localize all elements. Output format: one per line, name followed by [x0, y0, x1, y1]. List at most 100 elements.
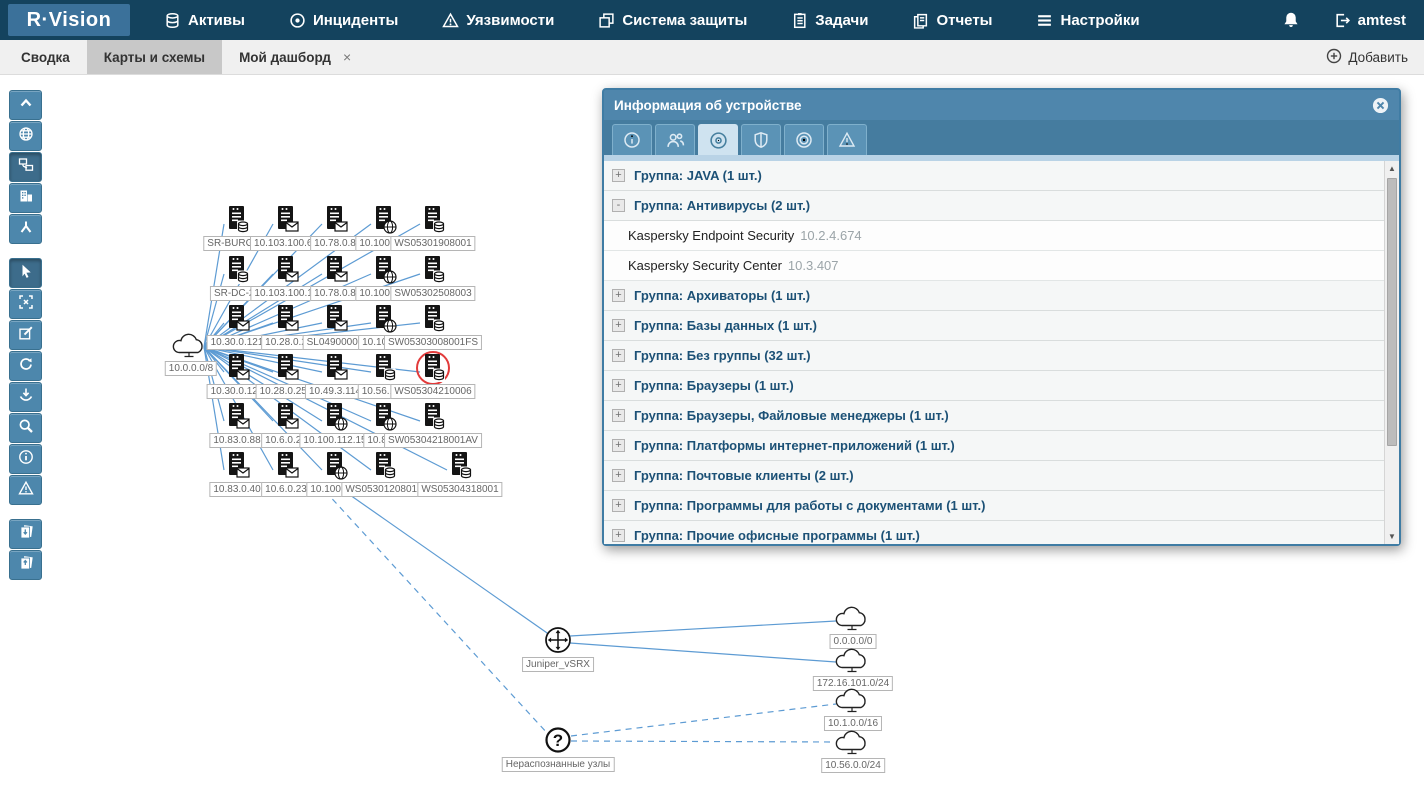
host-node[interactable] [322, 205, 348, 240]
scroll-thumb[interactable] [1387, 178, 1397, 447]
rvision-logo[interactable]: R·Vision [8, 4, 130, 36]
host-node[interactable] [273, 353, 299, 388]
host-node[interactable] [420, 255, 446, 290]
host-node[interactable] [420, 353, 446, 388]
warnings-button[interactable] [9, 475, 42, 505]
software-group-row[interactable]: + Группа: Почтовые клиенты (2 шт.) [604, 461, 1384, 491]
software-group-row[interactable]: - Группа: Антивирусы (2 шт.) [604, 191, 1384, 221]
software-item-row[interactable]: Kaspersky Security Center 10.3.407 [604, 251, 1384, 281]
buildings-view-button[interactable] [9, 183, 42, 213]
host-node[interactable] [322, 255, 348, 290]
nav-settings[interactable]: Настройки [1036, 12, 1140, 29]
router-node[interactable] [543, 625, 573, 660]
expand-toggle[interactable]: + [612, 349, 625, 362]
panel-tab-users[interactable] [655, 124, 695, 155]
expand-toggle[interactable]: + [612, 439, 625, 452]
panel-tab-software[interactable] [698, 124, 738, 155]
host-node[interactable] [371, 402, 397, 437]
host-node[interactable] [273, 205, 299, 240]
software-group-row[interactable]: + Группа: Программы для работы с документ… [604, 491, 1384, 521]
node-label[interactable]: WS05301208010 [341, 482, 427, 497]
expand-toggle[interactable]: + [612, 169, 625, 182]
nav-assets[interactable]: Активы [164, 12, 245, 29]
host-node[interactable] [420, 402, 446, 437]
host-node[interactable] [371, 205, 397, 240]
expand-toggle[interactable]: + [612, 499, 625, 512]
nav-protection-system[interactable]: Система защиты [598, 12, 747, 29]
search-button[interactable] [9, 413, 42, 443]
notifications-bell-icon[interactable] [1282, 11, 1300, 29]
nav-reports[interactable]: Отчеты [912, 12, 992, 29]
node-label[interactable]: SW05303008001FS [383, 335, 483, 350]
software-group-row[interactable]: + Группа: JAVA (1 шт.) [604, 161, 1384, 191]
host-node[interactable] [273, 402, 299, 437]
node-label[interactable]: 10.30.0.121 [206, 335, 268, 350]
node-label[interactable]: 10.0.0.0/8 [164, 361, 218, 376]
host-node[interactable] [224, 353, 250, 388]
save-button[interactable] [9, 382, 42, 412]
tab-maps[interactable]: Карты и схемы [86, 40, 223, 74]
subnet-cloud-node[interactable] [832, 646, 874, 680]
host-node[interactable] [273, 255, 299, 290]
software-group-row[interactable]: + Группа: Браузеры (1 шт.) [604, 371, 1384, 401]
node-label[interactable]: 10.78.0.8 [310, 236, 360, 251]
node-label[interactable]: 10.100.112.15 [299, 433, 371, 448]
node-label[interactable]: WS05301908001 [390, 236, 476, 251]
host-node[interactable] [371, 353, 397, 388]
software-item-row[interactable]: Kaspersky Endpoint Security 10.2.4.674 [604, 221, 1384, 251]
host-node[interactable] [273, 451, 299, 486]
host-node[interactable] [322, 402, 348, 437]
logout-user[interactable]: amtest [1334, 12, 1406, 29]
subnet-cloud-node[interactable] [832, 728, 874, 762]
subnet-cloud-node[interactable] [169, 331, 211, 365]
node-label[interactable]: 10.49.3.114 [304, 384, 366, 399]
host-node[interactable] [224, 402, 250, 437]
select-tool-button[interactable] [9, 258, 42, 288]
software-group-row[interactable]: + Группа: Базы данных (1 шт.) [604, 311, 1384, 341]
nav-tasks[interactable]: Задачи [791, 12, 868, 29]
host-node[interactable] [371, 304, 397, 339]
export-map-button[interactable] [9, 519, 42, 549]
host-node[interactable] [371, 451, 397, 486]
info-button[interactable] [9, 444, 42, 474]
panel-tab-scans[interactable] [784, 124, 824, 155]
host-node[interactable] [447, 451, 473, 486]
scroll-down-button[interactable]: ▼ [1388, 532, 1396, 541]
host-node[interactable] [224, 304, 250, 339]
host-node[interactable] [224, 255, 250, 290]
node-label[interactable]: Juniper_vSRX [522, 657, 594, 672]
host-node[interactable] [322, 451, 348, 486]
expand-toggle[interactable]: + [612, 409, 625, 422]
subnet-cloud-node[interactable] [832, 686, 874, 720]
node-label[interactable]: WS05304210006 [390, 384, 476, 399]
node-label[interactable]: 10.83.0.40 [209, 482, 265, 497]
node-label[interactable]: 10.28.0.2 [261, 335, 311, 350]
panel-tab-protection[interactable] [741, 124, 781, 155]
fit-screen-button[interactable] [9, 289, 42, 319]
globe-view-button[interactable] [9, 121, 42, 151]
node-label[interactable]: SW05304218001AV [384, 433, 482, 448]
expand-toggle[interactable]: + [612, 469, 625, 482]
panel-header[interactable]: Информация об устройстве [604, 90, 1399, 120]
nav-vulnerabilities[interactable]: Уязвимости [442, 12, 554, 29]
node-label[interactable]: 10.83.0.88 [209, 433, 265, 448]
software-group-row[interactable]: + Группа: Платформы интернет-приложений (… [604, 431, 1384, 461]
panel-tab-info[interactable] [612, 124, 652, 155]
collapse-toolbar-button[interactable] [9, 90, 42, 120]
host-node[interactable] [420, 205, 446, 240]
host-node[interactable] [273, 304, 299, 339]
topology-view-button[interactable] [9, 214, 42, 244]
node-label[interactable]: SW05302508003 [390, 286, 476, 301]
node-label[interactable]: WS05304318001 [417, 482, 503, 497]
scroll-up-button[interactable]: ▲ [1388, 164, 1396, 173]
close-tab-icon[interactable]: × [343, 49, 352, 65]
software-group-row[interactable]: + Группа: Без группы (32 шт.) [604, 341, 1384, 371]
subnet-cloud-node[interactable] [832, 604, 874, 638]
unknown-hosts-node[interactable]: ? [543, 725, 573, 760]
network-map-button[interactable] [9, 152, 42, 182]
node-label[interactable]: 10.6.0.23 [261, 482, 311, 497]
node-label[interactable]: 10.56.0.0/24 [821, 758, 885, 773]
expand-toggle[interactable]: + [612, 379, 625, 392]
scroll-track[interactable] [1385, 176, 1399, 529]
edit-button[interactable] [9, 320, 42, 350]
